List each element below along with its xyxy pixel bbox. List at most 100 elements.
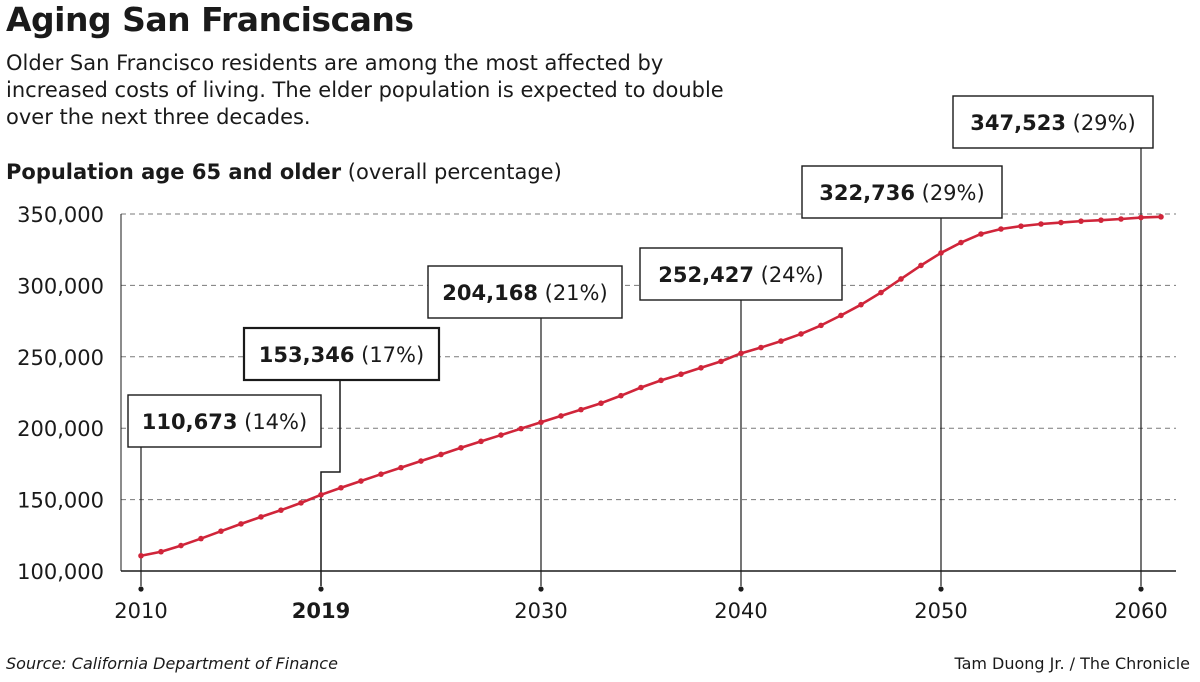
chart-title: Aging San Franciscans	[6, 0, 414, 39]
x-tick-label: 2060	[1114, 599, 1167, 623]
data-point	[538, 419, 544, 426]
data-point	[138, 552, 144, 559]
data-point	[578, 406, 584, 413]
data-point	[518, 425, 524, 432]
data-point	[258, 514, 264, 520]
data-point	[1118, 216, 1124, 222]
chart-heading-bold: Population age 65 and older	[6, 160, 342, 184]
y-tick-label: 300,000	[17, 274, 104, 298]
data-point	[898, 276, 904, 282]
series-line	[140, 215, 1162, 558]
data-point	[658, 377, 664, 384]
data-point	[918, 262, 924, 269]
callout-box: 110,673 (14%)	[127, 394, 322, 448]
callout-box: 347,523 (29%)	[952, 95, 1154, 149]
data-point	[558, 413, 564, 419]
x-tick-label: 2030	[514, 599, 567, 623]
data-point	[158, 548, 164, 555]
callout-frame	[427, 265, 623, 319]
x-tick-mark	[138, 586, 144, 592]
callout-value: 153,346	[259, 343, 355, 367]
callout-box: 322,736 (29%)	[801, 165, 1003, 219]
x-tick-label: 2010	[114, 599, 167, 623]
callout-text: 110,673 (14%)	[142, 410, 307, 434]
callout-value: 110,673	[142, 410, 238, 434]
data-point	[838, 312, 844, 319]
data-point	[478, 438, 484, 445]
data-point	[998, 226, 1004, 232]
callout-frame	[639, 247, 843, 301]
data-point	[298, 500, 304, 506]
data-point	[598, 400, 604, 407]
callout-frame	[801, 165, 1003, 219]
y-tick-label: 350,000	[17, 203, 104, 227]
callout-text: 322,736 (29%)	[819, 181, 984, 205]
y-tick-label: 150,000	[17, 489, 104, 513]
callout-value: 322,736	[819, 181, 915, 205]
callout-text: 347,523 (29%)	[970, 111, 1135, 135]
data-point	[858, 301, 864, 308]
callout-text: 204,168 (21%)	[442, 281, 607, 305]
data-point	[358, 478, 364, 484]
callout-percent: (14%)	[237, 410, 307, 434]
data-point	[198, 535, 204, 542]
credit-note: Tam Duong Jr. / The Chronicle	[954, 654, 1190, 673]
data-point	[238, 521, 244, 527]
data-point	[678, 371, 684, 378]
data-point	[1038, 221, 1044, 227]
callout-percent: (29%)	[1066, 111, 1136, 135]
axes: 100,000 150,000 200,000 250,000 300,000 350,0…	[17, 203, 1176, 623]
data-point	[818, 322, 824, 329]
data-point	[1058, 219, 1064, 226]
data-point	[698, 364, 704, 371]
data-point	[938, 250, 944, 256]
chart-subtitle: Older San Francisco residents are among …	[6, 51, 724, 129]
data-point	[758, 344, 764, 351]
callout-frame	[127, 394, 322, 448]
callout-percent: (24%)	[754, 263, 824, 287]
series-layer	[138, 214, 1164, 559]
data-point	[798, 331, 804, 337]
x-tick-label: 2050	[914, 599, 967, 623]
data-point	[718, 358, 724, 365]
data-point	[878, 289, 884, 296]
y-tick-label: 100,000	[17, 560, 104, 584]
data-point	[738, 350, 744, 357]
data-point	[178, 542, 184, 549]
chart-heading-normal: (overall percentage)	[347, 160, 562, 184]
data-point	[498, 432, 504, 438]
data-point	[338, 484, 344, 491]
data-point	[378, 471, 384, 477]
data-point	[618, 392, 624, 399]
callout-text: 252,427 (24%)	[658, 263, 823, 287]
y-tick-label: 250,000	[17, 346, 104, 370]
x-tick-mark	[538, 586, 544, 592]
callout-frame	[952, 95, 1154, 149]
callout-value: 347,523	[970, 111, 1066, 135]
data-point	[398, 464, 404, 471]
chart-heading: Population age 65 and older (overall per…	[6, 160, 562, 184]
callouts: 110,673 (14%)153,346 (17%)204,168 (21%)2…	[127, 95, 1154, 448]
data-point	[458, 444, 464, 451]
callout-leader	[320, 380, 341, 586]
callout-text: 153,346 (17%)	[259, 343, 424, 367]
x-tick-mark	[1138, 586, 1144, 592]
data-point	[1138, 214, 1144, 221]
data-point	[1158, 214, 1164, 220]
x-tick-mark	[318, 586, 324, 592]
data-point	[278, 507, 284, 513]
data-point	[978, 231, 984, 237]
callout-value: 204,168	[442, 281, 538, 305]
x-tick-mark	[738, 586, 744, 592]
callout-value: 252,427	[658, 263, 754, 287]
callout-frame	[242, 326, 441, 382]
data-point	[318, 492, 324, 498]
callout-box: 153,346 (17%)	[242, 326, 441, 382]
x-tick-label: 2040	[714, 599, 767, 623]
data-point	[218, 528, 224, 534]
data-point	[438, 451, 444, 458]
source-note: Source: California Department of Finance	[6, 654, 338, 673]
x-tick-label: 2019	[292, 599, 350, 623]
x-tick-mark	[938, 586, 944, 592]
